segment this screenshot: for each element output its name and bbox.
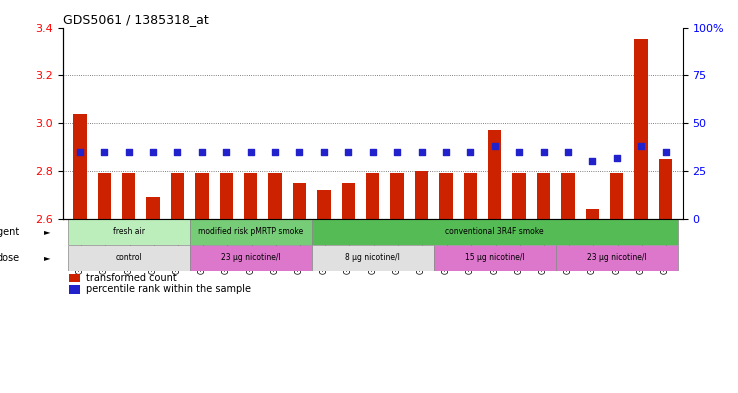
- Point: [367, 149, 379, 155]
- Point: [342, 149, 354, 155]
- Point: [391, 149, 403, 155]
- Point: [635, 143, 647, 149]
- Point: [74, 149, 86, 155]
- Text: transformed count: transformed count: [86, 273, 177, 283]
- Bar: [244, 173, 258, 219]
- Bar: [73, 114, 86, 219]
- Bar: [190, 245, 311, 271]
- Bar: [537, 173, 551, 219]
- Bar: [69, 274, 80, 282]
- Bar: [219, 173, 233, 219]
- Bar: [366, 173, 379, 219]
- Text: 23 µg nicotine/l: 23 µg nicotine/l: [587, 253, 646, 263]
- Text: ►: ►: [44, 253, 50, 263]
- Text: control: control: [115, 253, 142, 263]
- Bar: [269, 173, 282, 219]
- Point: [611, 154, 623, 161]
- Point: [513, 149, 525, 155]
- Bar: [190, 219, 311, 245]
- Point: [269, 149, 281, 155]
- Point: [196, 149, 208, 155]
- Point: [147, 149, 159, 155]
- Text: GDS5061 / 1385318_at: GDS5061 / 1385318_at: [63, 13, 208, 26]
- Bar: [659, 159, 672, 219]
- Text: ►: ►: [44, 228, 50, 236]
- Point: [464, 149, 476, 155]
- Bar: [317, 190, 331, 219]
- Bar: [512, 173, 526, 219]
- Point: [123, 149, 134, 155]
- Bar: [293, 183, 306, 219]
- Bar: [390, 173, 404, 219]
- Bar: [69, 285, 80, 294]
- Text: fresh air: fresh air: [113, 228, 145, 236]
- Bar: [68, 219, 190, 245]
- Text: 23 µg nicotine/l: 23 µg nicotine/l: [221, 253, 280, 263]
- Point: [489, 143, 500, 149]
- Bar: [122, 173, 135, 219]
- Point: [660, 149, 672, 155]
- Bar: [311, 245, 434, 271]
- Bar: [586, 209, 599, 219]
- Bar: [68, 245, 190, 271]
- Bar: [97, 173, 111, 219]
- Bar: [561, 173, 575, 219]
- Point: [587, 158, 599, 165]
- Point: [245, 149, 257, 155]
- Bar: [146, 197, 159, 219]
- Text: 8 µg nicotine/l: 8 µg nicotine/l: [345, 253, 400, 263]
- Bar: [463, 173, 477, 219]
- Bar: [195, 173, 209, 219]
- Bar: [311, 219, 677, 245]
- Text: dose: dose: [0, 253, 19, 263]
- Bar: [415, 171, 428, 219]
- Text: modified risk pMRTP smoke: modified risk pMRTP smoke: [198, 228, 303, 236]
- Bar: [342, 183, 355, 219]
- Point: [415, 149, 427, 155]
- Text: 15 µg nicotine/l: 15 µg nicotine/l: [465, 253, 525, 263]
- Point: [562, 149, 574, 155]
- Point: [440, 149, 452, 155]
- Bar: [434, 245, 556, 271]
- Text: agent: agent: [0, 227, 19, 237]
- Text: conventional 3R4F smoke: conventional 3R4F smoke: [446, 228, 544, 236]
- Bar: [610, 173, 624, 219]
- Point: [318, 149, 330, 155]
- Bar: [439, 173, 452, 219]
- Bar: [556, 245, 677, 271]
- Point: [221, 149, 232, 155]
- Bar: [635, 39, 648, 219]
- Point: [294, 149, 306, 155]
- Point: [537, 149, 549, 155]
- Bar: [488, 130, 501, 219]
- Point: [171, 149, 183, 155]
- Bar: [170, 173, 184, 219]
- Text: percentile rank within the sample: percentile rank within the sample: [86, 284, 251, 294]
- Point: [98, 149, 110, 155]
